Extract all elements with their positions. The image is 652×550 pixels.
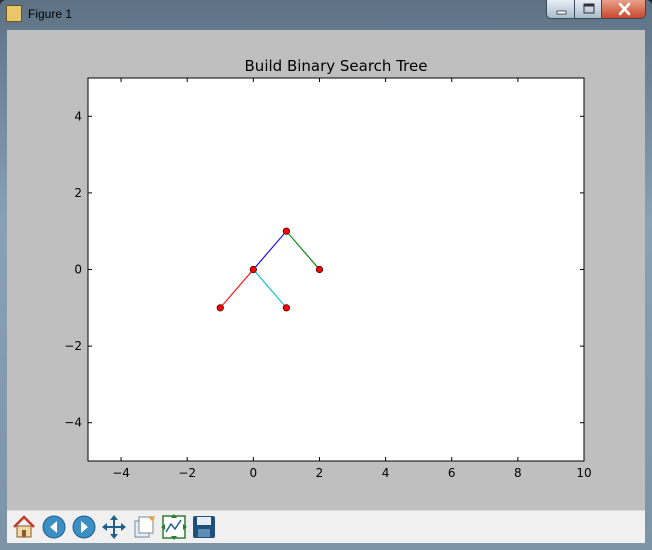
navigation-toolbar [7,510,645,543]
maximize-button[interactable] [574,0,602,19]
plot-area[interactable]: Build Binary Search Tree −4 −2 0 2 4 6 8 10 −4 −2 0… [7,30,645,510]
home-button[interactable] [11,514,37,540]
tree-edge [252,269,287,309]
y-tick-label: 2 [74,186,82,200]
window-title: Figure 1 [28,7,73,21]
minimize-button[interactable] [546,0,575,19]
y-tick-label: 0 [74,263,82,277]
x-tick-label: 0 [250,466,258,480]
back-icon [42,515,66,539]
pan-icon [102,515,126,539]
y-tick-label: −4 [64,416,82,430]
x-tick-label: −2 [178,466,196,480]
y-tick-label: −2 [64,339,82,353]
minimize-icon [556,10,567,15]
tree-edge [285,230,320,270]
axes-frame [87,77,585,462]
close-button[interactable] [601,0,646,19]
back-button[interactable] [41,514,67,540]
title-bar[interactable]: Figure 1 [0,0,652,30]
home-icon [13,515,35,538]
figure-canvas: Build Binary Search Tree −4 −2 0 2 4 6 8 10 −4 −2 0… [7,30,645,543]
tree-node [282,304,291,312]
x-tick-label: 4 [382,466,390,480]
x-tick-label: 8 [514,466,522,480]
tree-node [249,265,257,274]
close-icon [618,2,631,16]
axes-background [88,78,584,461]
tree-node [315,265,324,274]
x-tick-label: 2 [316,466,324,480]
tree-edge [219,269,254,309]
forward-icon [72,515,96,539]
save-icon [193,516,215,538]
x-tick-label: −4 [112,466,130,480]
y-tick-label: 4 [74,109,82,123]
forward-button[interactable] [71,514,97,540]
tree-edge [252,230,287,270]
tree-node [216,304,224,312]
x-tick-label: 6 [448,466,456,480]
chart-title: Build Binary Search Tree [245,57,428,75]
zoom-button[interactable] [131,514,157,540]
subplots-button[interactable] [161,514,187,540]
tree-node [282,227,291,235]
maximize-icon [583,3,595,14]
zoom-icon [134,516,155,538]
app-icon [6,5,22,22]
save-button[interactable] [191,514,217,540]
pan-button[interactable] [101,514,127,540]
subplots-icon [161,514,187,540]
x-tick-label: 10 [576,466,591,480]
